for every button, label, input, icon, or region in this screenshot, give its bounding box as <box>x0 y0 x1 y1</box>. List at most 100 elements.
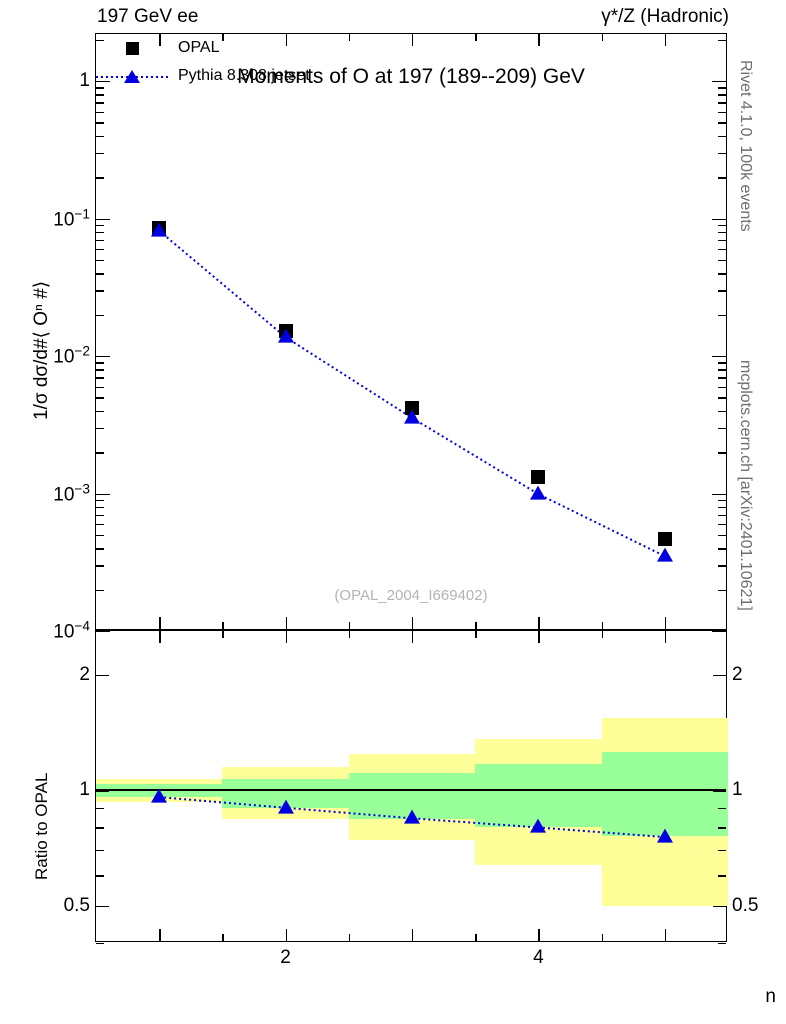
axis-tick <box>718 87 726 89</box>
axis-tick <box>96 875 104 877</box>
data-point-pythia <box>277 328 294 343</box>
y-tick-label-main: 10−1 <box>53 205 90 231</box>
data-point-opal <box>531 470 546 485</box>
axis-tick <box>96 452 104 454</box>
legend-label-pythia: Pythia 8.308 jetset <box>178 67 310 84</box>
axis-tick <box>712 218 726 220</box>
axis-tick <box>348 622 351 629</box>
axis-tick <box>96 410 104 413</box>
y-axis-label-ratio: Ratio to OPAL <box>32 772 51 880</box>
axis-tick <box>718 239 726 242</box>
axis-tick <box>285 617 287 629</box>
band-inner-uncertainty <box>601 751 728 836</box>
axis-tick <box>96 356 110 358</box>
axis-tick <box>718 397 726 399</box>
axis-tick <box>718 452 726 454</box>
axis-tick <box>718 102 726 104</box>
y-tick-label-ratio-right: 2 <box>732 663 743 685</box>
axis-tick <box>159 617 161 629</box>
axis-tick <box>718 122 726 124</box>
axis-tick <box>718 506 726 509</box>
header-energy-label: 197 GeV ee <box>97 6 199 27</box>
axis-tick <box>96 122 104 124</box>
axis-tick <box>348 631 351 638</box>
axis-tick <box>718 362 726 364</box>
legend-item-opal[interactable]: OPAL <box>96 34 726 62</box>
axis-tick <box>718 177 726 179</box>
x-tick-label: 4 <box>533 947 544 968</box>
axis-tick <box>96 377 104 379</box>
axis-tick <box>222 622 224 629</box>
axis-tick <box>285 34 287 46</box>
axis-tick <box>712 81 726 83</box>
axis-tick <box>96 790 109 792</box>
ratio-point-pythia <box>404 809 420 824</box>
axis-tick <box>601 34 603 41</box>
y-tick-label-ratio-right: 0.5 <box>732 894 759 916</box>
legend-marker-triangle <box>96 66 168 86</box>
axis-tick <box>718 875 726 877</box>
axis-tick <box>222 631 224 638</box>
axis-tick <box>285 929 287 941</box>
data-point-pythia <box>530 485 547 500</box>
y-tick-label-main: 10−3 <box>53 480 90 506</box>
y-tick-label-ratio: 1 <box>79 779 90 801</box>
axis-tick <box>718 377 726 379</box>
axis-tick <box>96 273 104 275</box>
y-tick-label-ratio-right: 1 <box>732 779 743 801</box>
axis-tick <box>718 111 726 113</box>
axis-tick <box>222 34 224 41</box>
axis-tick <box>96 94 104 96</box>
ratio-point-pythia <box>277 799 294 814</box>
axis-tick <box>96 386 104 388</box>
ratio-point-pythia <box>656 828 673 843</box>
axis-tick <box>718 589 726 591</box>
ratio-point-pythia <box>530 819 547 834</box>
axis-tick <box>96 589 104 591</box>
axis-tick <box>664 631 667 643</box>
axis-tick <box>96 135 104 138</box>
axis-tick <box>96 239 104 242</box>
axis-tick <box>664 617 667 629</box>
axis-tick <box>538 617 540 629</box>
axis-tick <box>601 934 603 941</box>
legend-item-pythia[interactable]: Pythia 8.308 jetset <box>96 62 726 90</box>
axis-tick <box>538 929 540 941</box>
axis-tick <box>718 827 726 829</box>
y-tick-label-ratio: 0.5 <box>63 894 90 916</box>
axis-tick <box>475 934 477 941</box>
data-point-pythia <box>404 409 420 424</box>
axis-tick <box>96 87 104 89</box>
axis-tick <box>475 631 477 638</box>
x-axis-label: n <box>765 986 776 1007</box>
axis-tick <box>601 622 603 629</box>
axis-tick <box>96 231 104 234</box>
y-tick-label-main: 10−4 <box>53 618 90 643</box>
axis-tick <box>718 514 726 517</box>
axis-tick <box>718 369 726 371</box>
axis-tick <box>96 218 110 220</box>
axis-tick <box>412 631 414 643</box>
axis-tick <box>96 534 104 537</box>
rivet-version-label: Rivet 4.1.0, 100k events <box>737 60 754 232</box>
axis-tick <box>718 499 726 502</box>
data-point-opal <box>657 531 672 546</box>
plot-title: Moments of O at 197 (189--209) GeV <box>237 65 585 88</box>
axis-tick <box>96 224 104 227</box>
axis-tick <box>96 111 104 113</box>
y-tick-label-main: 1 <box>79 70 90 92</box>
axis-tick <box>718 249 726 251</box>
axis-tick <box>475 622 477 629</box>
axis-tick <box>713 674 726 677</box>
axis-tick <box>718 314 726 317</box>
axis-tick <box>96 39 104 42</box>
header-process-label: γ*/Z (Hadronic) <box>601 6 729 27</box>
axis-tick <box>718 427 726 430</box>
main-plot-data-layer <box>158 230 666 558</box>
analysis-id-watermark: (OPAL_2004_I669402) <box>334 587 488 604</box>
axis-tick <box>718 135 726 138</box>
axis-tick <box>96 506 104 509</box>
x-tick-label: 2 <box>280 947 291 968</box>
axis-tick <box>475 34 477 41</box>
axis-tick <box>96 524 104 526</box>
